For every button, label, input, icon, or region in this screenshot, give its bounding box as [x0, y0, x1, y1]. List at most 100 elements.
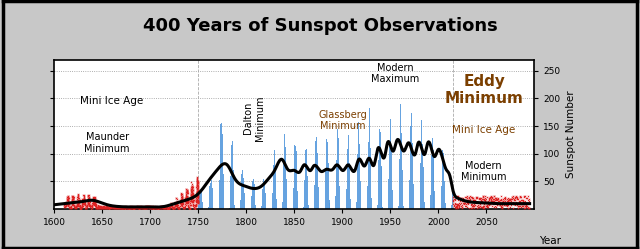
Point [170, 206, 180, 210]
Point [131, 205, 141, 209]
Point [480, 196, 490, 200]
Point [488, 199, 498, 203]
Point [117, 206, 127, 210]
Point [181, 194, 191, 198]
Point [126, 206, 136, 210]
Point [178, 206, 188, 210]
Point [176, 201, 186, 205]
Point [457, 203, 467, 207]
Point [495, 194, 506, 198]
Point [79, 196, 89, 200]
Point [125, 206, 136, 210]
Point [163, 206, 173, 210]
Point [520, 202, 531, 206]
Point [522, 196, 532, 200]
Point [181, 200, 191, 204]
Point [182, 200, 193, 204]
Point [186, 184, 196, 188]
Point [90, 204, 100, 208]
Point [170, 203, 180, 207]
Point [186, 190, 196, 194]
Point [104, 204, 114, 208]
Point [122, 205, 132, 209]
Point [182, 195, 192, 199]
Point [95, 206, 106, 210]
Point [154, 205, 164, 209]
Point [109, 204, 120, 208]
Point [88, 196, 99, 200]
Point [156, 204, 166, 208]
Point [145, 206, 155, 210]
Point [460, 195, 470, 199]
Point [497, 199, 508, 203]
Point [155, 206, 165, 210]
Point [180, 202, 190, 206]
Point [91, 206, 101, 210]
Point [62, 195, 72, 199]
Point [467, 196, 477, 200]
Point [83, 199, 93, 203]
Point [105, 205, 115, 209]
Point [143, 204, 153, 208]
Point [143, 204, 154, 208]
Point [502, 202, 512, 206]
Point [84, 204, 94, 208]
Point [479, 196, 489, 200]
Point [179, 206, 189, 210]
Point [68, 197, 78, 201]
Point [91, 203, 101, 207]
Point [477, 201, 487, 205]
Point [497, 205, 508, 209]
Point [72, 203, 83, 207]
Point [72, 204, 83, 208]
Point [191, 194, 201, 198]
Point [488, 197, 499, 201]
Point [160, 205, 170, 209]
Point [448, 195, 458, 199]
Point [192, 186, 202, 189]
Point [154, 206, 164, 210]
Point [84, 199, 94, 203]
Point [508, 201, 518, 205]
Point [177, 204, 188, 208]
Point [175, 203, 186, 207]
Point [63, 194, 73, 198]
Point [80, 206, 90, 210]
Point [69, 203, 79, 207]
Point [145, 205, 156, 209]
Point [88, 201, 99, 205]
Point [135, 204, 145, 208]
Point [79, 197, 90, 201]
Point [177, 192, 187, 196]
Point [476, 196, 486, 200]
Point [132, 205, 142, 209]
Point [182, 201, 192, 205]
Point [518, 204, 528, 208]
Point [141, 204, 151, 208]
Point [120, 206, 130, 210]
Point [131, 205, 141, 209]
Point [506, 199, 516, 203]
Point [183, 204, 193, 208]
Point [147, 206, 157, 210]
Point [70, 205, 81, 209]
Point [180, 199, 191, 203]
Point [488, 199, 498, 203]
Point [129, 206, 140, 210]
Point [67, 200, 77, 204]
Point [88, 198, 99, 202]
Point [180, 205, 190, 209]
Point [465, 206, 476, 210]
Point [464, 200, 474, 204]
Point [188, 201, 198, 205]
Point [137, 205, 147, 209]
Point [63, 199, 74, 203]
Point [122, 205, 132, 209]
Point [67, 194, 77, 198]
Point [84, 202, 95, 206]
Point [474, 205, 484, 209]
Point [148, 205, 159, 209]
Point [193, 179, 203, 183]
Point [164, 203, 175, 207]
Point [482, 203, 492, 207]
